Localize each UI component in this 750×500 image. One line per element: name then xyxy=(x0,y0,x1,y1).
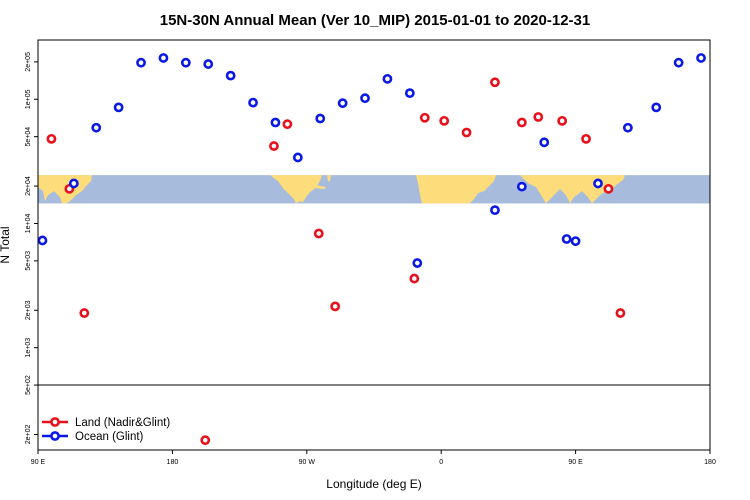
ocean-point-22 xyxy=(570,236,581,247)
land-mass-2 xyxy=(327,175,331,182)
y-tick-label-2: 1e+03 xyxy=(25,338,32,358)
ocean-point-24 xyxy=(622,122,633,133)
legend-item-ocean: Ocean (Glint) xyxy=(42,431,144,443)
y-tick-label-7: 5e+04 xyxy=(25,127,32,147)
y-tick-label-1: 5e+02 xyxy=(25,375,32,395)
x-tick-label-5: 180 xyxy=(704,459,716,466)
ocean-point-6 xyxy=(180,57,191,68)
land-point-3 xyxy=(200,435,211,446)
legend-label-ocean: Ocean (Glint) xyxy=(75,431,144,443)
land-point-9 xyxy=(419,112,430,123)
land-point-13 xyxy=(516,117,527,128)
land-mass-3 xyxy=(315,185,326,190)
ocean-point-18 xyxy=(490,205,500,216)
ocean-point-12 xyxy=(315,113,326,124)
data-points xyxy=(37,53,706,446)
ocean-point-14 xyxy=(360,93,370,104)
ocean-point-7 xyxy=(203,59,214,69)
x-axis: 90 E 180 90 W 0 90 E 180 xyxy=(31,450,716,466)
ocean-point-19 xyxy=(516,181,527,192)
ocean-point-21 xyxy=(561,234,572,244)
y-axis-label: N Total xyxy=(0,226,12,263)
ocean-point-23 xyxy=(593,178,603,189)
chart-title: 15N-30N Annual Mean (Ver 10_MIP) 2015-01… xyxy=(160,12,590,29)
land-point-4 xyxy=(269,141,279,151)
ocean-point-2 xyxy=(91,122,102,133)
legend: Land (Nadir&Glint) Ocean (Glint) xyxy=(42,417,170,443)
land-point-12 xyxy=(490,77,500,88)
y-tick-label-0: 2e+02 xyxy=(25,425,32,445)
land-point-11 xyxy=(461,127,472,138)
land-point-7 xyxy=(330,301,341,312)
x-tick-label-2: 90 W xyxy=(299,459,316,466)
land-point-2 xyxy=(79,308,90,318)
plot-frame xyxy=(37,39,711,451)
ocean-point-20 xyxy=(539,137,550,148)
ocean-point-1 xyxy=(68,178,79,189)
ocean-point-9 xyxy=(248,97,258,108)
x-tick-label-1: 180 xyxy=(167,459,179,466)
x-tick-label-4: 90 E xyxy=(568,459,583,466)
x-axis-label: Longitude (deg E) xyxy=(326,477,421,491)
legend-label-land: Land (Nadir&Glint) xyxy=(75,417,170,429)
ocean-point-16 xyxy=(404,88,415,99)
ocean-point-15 xyxy=(382,73,393,84)
ocean-point-4 xyxy=(136,57,146,68)
legend-item-land: Land (Nadir&Glint) xyxy=(42,417,170,429)
ocean-point-10 xyxy=(270,117,281,128)
land-point-0 xyxy=(46,133,57,144)
ocean-point-8 xyxy=(225,70,236,81)
y-tick-label-5: 1e+04 xyxy=(25,214,32,234)
x-tick-label-3: 0 xyxy=(439,459,443,466)
land-mass-4 xyxy=(416,175,496,204)
land-point-10 xyxy=(439,115,450,126)
ocean-point-11 xyxy=(292,152,303,163)
y-tick-label-9: 2e+05 xyxy=(25,52,32,72)
y-tick-label-6: 2e+04 xyxy=(25,176,32,196)
ocean-point-25 xyxy=(651,102,662,113)
land-point-8 xyxy=(409,273,420,284)
ocean-point-13 xyxy=(337,98,348,109)
ocean-point-27 xyxy=(696,53,706,63)
y-tick-label-4: 5e+03 xyxy=(25,251,32,271)
y-tick-label-3: 2e+03 xyxy=(25,300,32,320)
land-mass-1 xyxy=(270,175,322,204)
y-axis: 2e+02 5e+02 1e+03 2e+03 5e+03 1e+04 2e+04 5e+04… xyxy=(25,52,38,444)
x-tick-label-0: 90 E xyxy=(31,459,46,466)
land-point-18 xyxy=(615,308,626,318)
land-point-15 xyxy=(557,115,568,126)
ocean-point-17 xyxy=(412,258,423,268)
ocean-point-26 xyxy=(673,57,684,68)
land-point-6 xyxy=(313,228,324,239)
land-point-14 xyxy=(533,112,544,122)
ocean-point-5 xyxy=(158,53,169,63)
y-tick-label-8: 1e+05 xyxy=(25,89,32,109)
ocean-point-3 xyxy=(113,102,124,113)
land-point-17 xyxy=(603,183,614,194)
land-point-5 xyxy=(282,119,293,130)
land-point-16 xyxy=(581,133,591,144)
ocean-point-0 xyxy=(37,235,48,246)
